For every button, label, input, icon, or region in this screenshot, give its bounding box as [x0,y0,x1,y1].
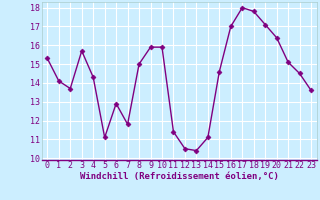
X-axis label: Windchill (Refroidissement éolien,°C): Windchill (Refroidissement éolien,°C) [80,172,279,181]
